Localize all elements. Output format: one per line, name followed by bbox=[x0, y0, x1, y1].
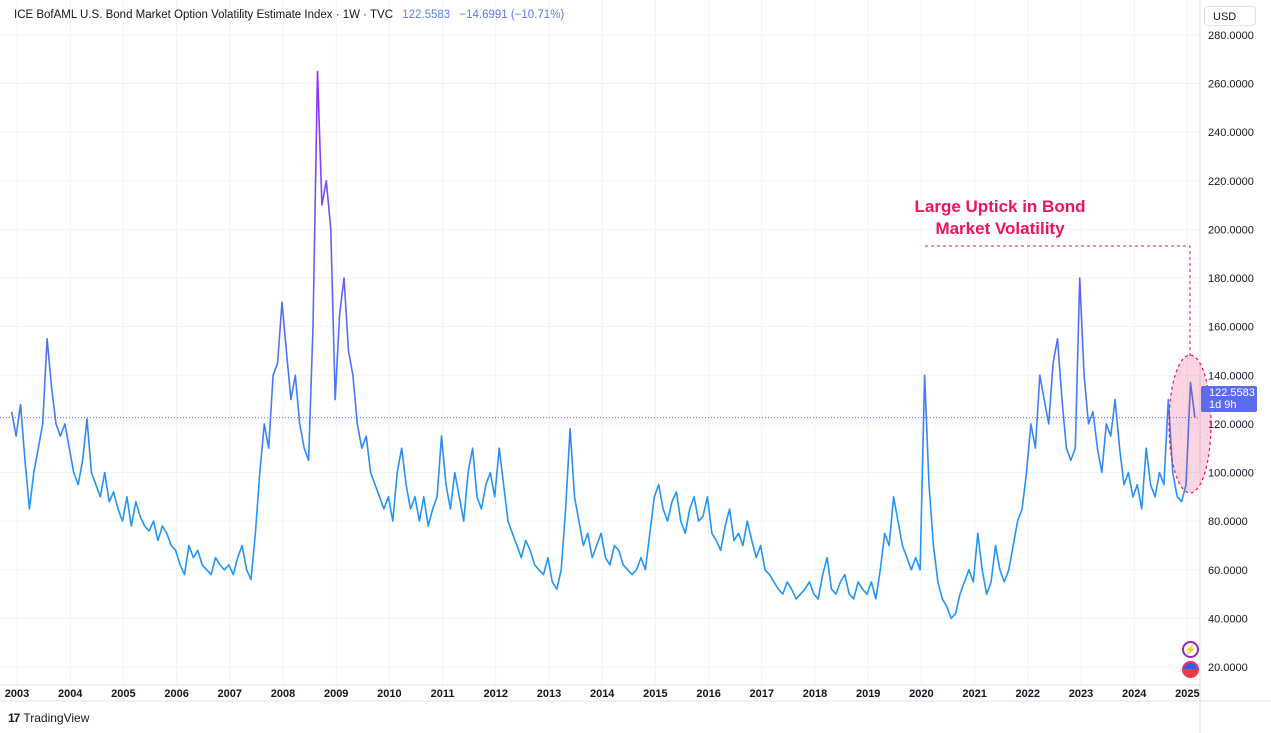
lightning-icon[interactable]: ⚡ bbox=[1182, 641, 1199, 658]
x-tick-label: 2022 bbox=[1016, 688, 1040, 700]
y-tick-label: 160.0000 bbox=[1208, 322, 1254, 334]
x-tick-label: 2020 bbox=[909, 688, 933, 700]
y-tick-label: 180.0000 bbox=[1208, 273, 1254, 285]
tradingview-mark: 17 bbox=[8, 711, 20, 725]
x-tick-label: 2009 bbox=[324, 688, 348, 700]
x-tick-label: 2005 bbox=[111, 688, 135, 700]
y-tick-label: 80.0000 bbox=[1208, 516, 1248, 528]
x-tick-label: 2025 bbox=[1175, 688, 1199, 700]
tradingview-name: TradingView bbox=[23, 711, 90, 725]
x-tick-label: 2019 bbox=[856, 688, 880, 700]
last-value: 122.5583 bbox=[402, 9, 451, 21]
annotation-text: Large Uptick in Bond Market Volatility bbox=[880, 196, 1120, 240]
price-tag-value: 122.5583 bbox=[1209, 387, 1255, 399]
x-tick-label: 2023 bbox=[1069, 688, 1093, 700]
y-tick-label: 280.0000 bbox=[1208, 30, 1254, 42]
x-tick-label: 2017 bbox=[750, 688, 774, 700]
x-tick-label: 2004 bbox=[58, 688, 83, 700]
y-tick-label: 200.0000 bbox=[1208, 224, 1254, 236]
x-tick-label: 2014 bbox=[590, 688, 615, 700]
annotation-highlight-ellipse bbox=[1168, 354, 1212, 494]
y-tick-label: 40.0000 bbox=[1208, 613, 1248, 625]
price-tag-countdown: 1d 9h bbox=[1209, 399, 1237, 411]
x-tick-label: 2006 bbox=[164, 688, 188, 700]
x-tick-label: 2021 bbox=[962, 688, 986, 700]
symbol-title: ICE BofAML U.S. Bond Market Option Volat… bbox=[14, 9, 394, 21]
y-tick-label: 220.0000 bbox=[1208, 176, 1254, 188]
tradingview-logo[interactable]: 17 TradingView bbox=[8, 711, 89, 725]
change-value: −14.6991 (−10.71%) bbox=[459, 9, 565, 21]
move-index-line bbox=[10, 70, 1196, 620]
annotation-connector bbox=[925, 245, 1191, 356]
annotation-line-2: Market Volatility bbox=[935, 219, 1065, 238]
us-flag-icon[interactable] bbox=[1182, 661, 1199, 678]
x-tick-label: 2008 bbox=[271, 688, 295, 700]
x-tick-label: 2015 bbox=[643, 688, 667, 700]
x-tick-label: 2013 bbox=[537, 688, 561, 700]
annotation-line-1: Large Uptick in Bond bbox=[914, 197, 1086, 216]
y-tick-label: 20.0000 bbox=[1208, 662, 1248, 674]
y-tick-label: 100.0000 bbox=[1208, 468, 1254, 480]
x-tick-label: 2011 bbox=[431, 688, 455, 700]
y-tick-label: 260.0000 bbox=[1208, 79, 1254, 91]
x-tick-label: 2007 bbox=[218, 688, 242, 700]
x-tick-label: 2012 bbox=[484, 688, 508, 700]
currency-button[interactable]: USD bbox=[1204, 6, 1256, 26]
price-tag: 122.5583 1d 9h bbox=[1201, 386, 1257, 412]
x-tick-label: 2016 bbox=[696, 688, 720, 700]
x-tick-label: 2024 bbox=[1122, 688, 1147, 700]
chart-legend: ICE BofAML U.S. Bond Market Option Volat… bbox=[14, 9, 564, 21]
y-tick-label: 60.0000 bbox=[1208, 565, 1248, 577]
y-tick-label: 140.0000 bbox=[1208, 370, 1254, 382]
x-tick-label: 2018 bbox=[803, 688, 827, 700]
x-tick-label: 2003 bbox=[5, 688, 29, 700]
y-tick-label: 120.0000 bbox=[1208, 419, 1254, 431]
x-tick-label: 2010 bbox=[377, 688, 401, 700]
y-tick-label: 240.0000 bbox=[1208, 127, 1254, 139]
